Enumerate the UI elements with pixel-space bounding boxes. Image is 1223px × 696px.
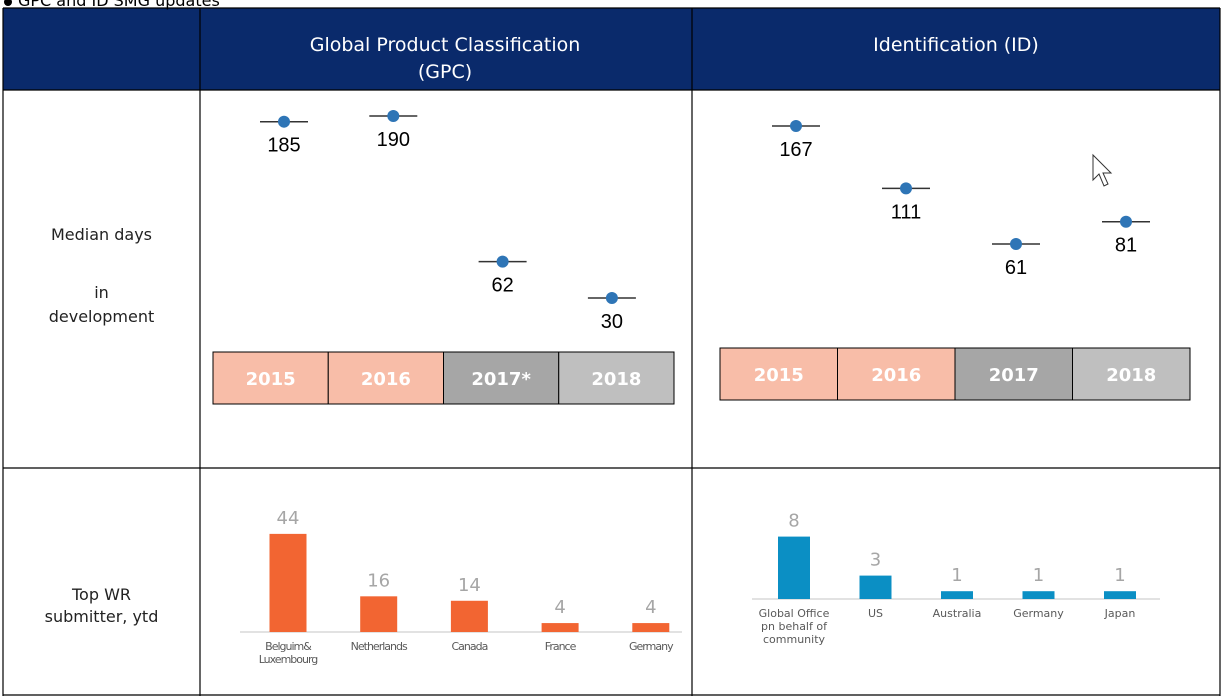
column-header: Global Product Classification (GPC) — [309, 34, 581, 83]
category-label: Belguim& Luxembourg — [258, 640, 319, 666]
dot-label: 190 — [377, 129, 410, 151]
bar-value: 14 — [458, 575, 481, 596]
year-label: 2018 — [591, 369, 641, 390]
year-cell — [212, 351, 329, 405]
year-label: 2015 — [246, 369, 296, 390]
bar-value: 1 — [1114, 565, 1125, 586]
year-label: 2018 — [1106, 365, 1156, 386]
year-label: 2015 — [754, 365, 804, 386]
bar — [450, 600, 488, 632]
bar — [1104, 591, 1136, 599]
row-label: development — [48, 307, 155, 326]
year-cell — [1072, 347, 1191, 401]
category-label: Japan — [1104, 607, 1136, 620]
category-label: Global Office pn behalf of community — [758, 607, 830, 646]
category-label: Germany — [1013, 607, 1064, 620]
dot — [605, 292, 618, 304]
year-label: 2016 — [361, 369, 411, 390]
year-cell — [719, 347, 838, 401]
bar-value: 1 — [951, 565, 962, 586]
bullet — [4, 0, 12, 6]
dot-label: 167 — [779, 139, 812, 161]
category-label: Netherlands — [350, 640, 408, 653]
row-label: Top WR — [71, 585, 132, 604]
bar — [541, 623, 579, 632]
bar-value: 4 — [554, 597, 565, 618]
year-cell — [443, 351, 560, 405]
category-label: Australia — [932, 607, 982, 620]
cursor — [1092, 153, 1113, 187]
dot-label: 185 — [267, 135, 300, 157]
year-cell — [954, 347, 1073, 401]
bar-value: 8 — [788, 511, 799, 532]
bar — [632, 623, 670, 632]
bar-value: 16 — [367, 570, 390, 591]
bar-value: 3 — [870, 550, 881, 571]
bar — [360, 596, 398, 632]
dot — [278, 115, 290, 128]
year-label: 2016 — [871, 365, 921, 386]
bar — [941, 591, 973, 599]
bar-value: 4 — [645, 597, 656, 618]
year-label: 2017 — [989, 365, 1039, 386]
row-label: in — [94, 283, 109, 302]
dot — [900, 182, 912, 195]
dot-label: 30 — [601, 311, 623, 333]
year-label: 2017* — [471, 369, 531, 390]
dot-label: 62 — [491, 275, 513, 297]
dot — [1010, 237, 1022, 250]
header-bg — [3, 8, 1220, 90]
page-title: GPC and ID SMG updates — [18, 0, 220, 10]
category-label: Canada — [451, 640, 488, 653]
bar-value: 44 — [277, 508, 300, 529]
year-cell — [327, 351, 444, 405]
bar — [859, 575, 892, 599]
column-header: Identification (ID) — [873, 34, 1039, 56]
row-label: submitter, ytd — [44, 607, 159, 626]
dot — [496, 255, 509, 268]
bar — [1022, 591, 1055, 599]
dot-label: 111 — [891, 201, 921, 223]
bar — [269, 533, 307, 632]
bar — [778, 536, 810, 599]
year-cell — [558, 351, 675, 405]
dot — [790, 120, 802, 132]
category-label: US — [867, 607, 884, 620]
dot — [387, 110, 400, 122]
category-label: Germany — [629, 640, 674, 653]
dot — [1120, 215, 1132, 228]
table-grid — [2, 7, 1221, 696]
category-label: France — [544, 640, 577, 653]
year-cell — [837, 347, 956, 401]
bar-value: 1 — [1033, 565, 1044, 586]
dot-label: 61 — [1005, 257, 1027, 279]
dot-label: 81 — [1115, 235, 1137, 257]
row-label: Median days — [50, 225, 153, 244]
